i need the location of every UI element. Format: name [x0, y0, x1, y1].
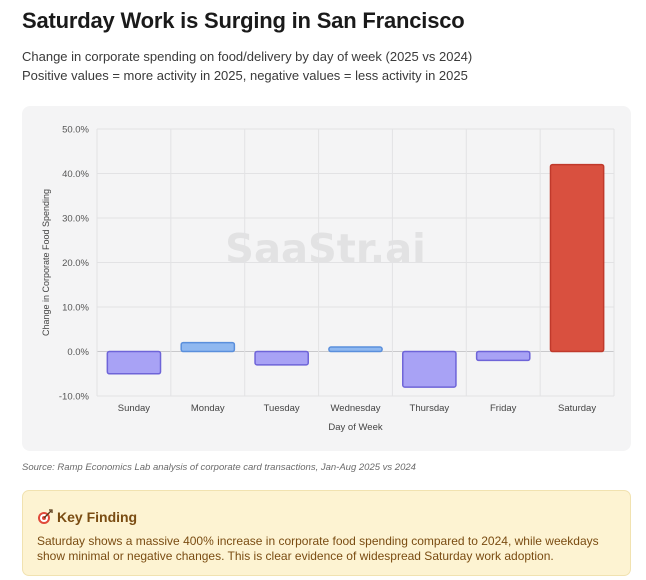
y-tick-label: 0.0% [67, 347, 89, 358]
target-icon [38, 509, 53, 524]
x-tick-label: Tuesday [264, 403, 300, 414]
y-tick-label: -10.0% [59, 392, 90, 403]
y-tick-label: 20.0% [62, 258, 89, 269]
bar-tuesday [254, 350, 309, 366]
x-tick-label: Friday [490, 403, 517, 414]
key-finding-title: Key Finding [57, 509, 138, 525]
x-tick-label: Monday [191, 403, 225, 414]
y-tick-label: 50.0% [62, 125, 89, 136]
x-tick-label: Sunday [118, 403, 150, 414]
bar-chart: SaaStr.ai -10.0% 0.0% 10.0% 20.0% 30.0% 40.0% 5… [41, 125, 615, 433]
y-tick-label: 30.0% [62, 214, 89, 225]
x-axis-title: Day of Week [328, 422, 382, 433]
source-note: Source: Ramp Economics Lab analysis of c… [22, 462, 416, 473]
bar-saturday [549, 163, 605, 353]
x-tick-label: Saturday [558, 403, 596, 414]
subtitle-line-2: Positive values = more activity in 2025,… [22, 68, 468, 83]
y-tick-label: 40.0% [62, 169, 89, 180]
page-title: Saturday Work is Surging in San Francisc… [22, 8, 465, 33]
bar-wednesday [328, 346, 383, 353]
chart-card: SaaStr.ai -10.0% 0.0% 10.0% 20.0% 30.0% 40.0% 5… [22, 106, 631, 451]
bar-monday [180, 341, 236, 353]
x-tick-label: Wednesday [331, 403, 381, 414]
key-finding-text: Saturday shows a massive 400% increase i… [37, 534, 599, 563]
key-finding-box: Key Finding Saturday shows a massive 400… [22, 490, 631, 576]
watermark-text: SaaStr.ai [225, 226, 426, 272]
y-axis-title: Change in Corporate Food Spending [41, 189, 51, 336]
subtitle-line-1: Change in corporate spending on food/del… [22, 49, 473, 64]
bar-friday [475, 350, 531, 362]
key-finding-header: Key Finding [37, 509, 137, 525]
bar-thursday [402, 350, 457, 388]
x-tick-label: Thursday [410, 403, 450, 414]
y-tick-label: 10.0% [62, 303, 89, 314]
chart-subtitle: Change in corporate spending on food/del… [22, 47, 472, 85]
bar-sunday [106, 350, 162, 375]
